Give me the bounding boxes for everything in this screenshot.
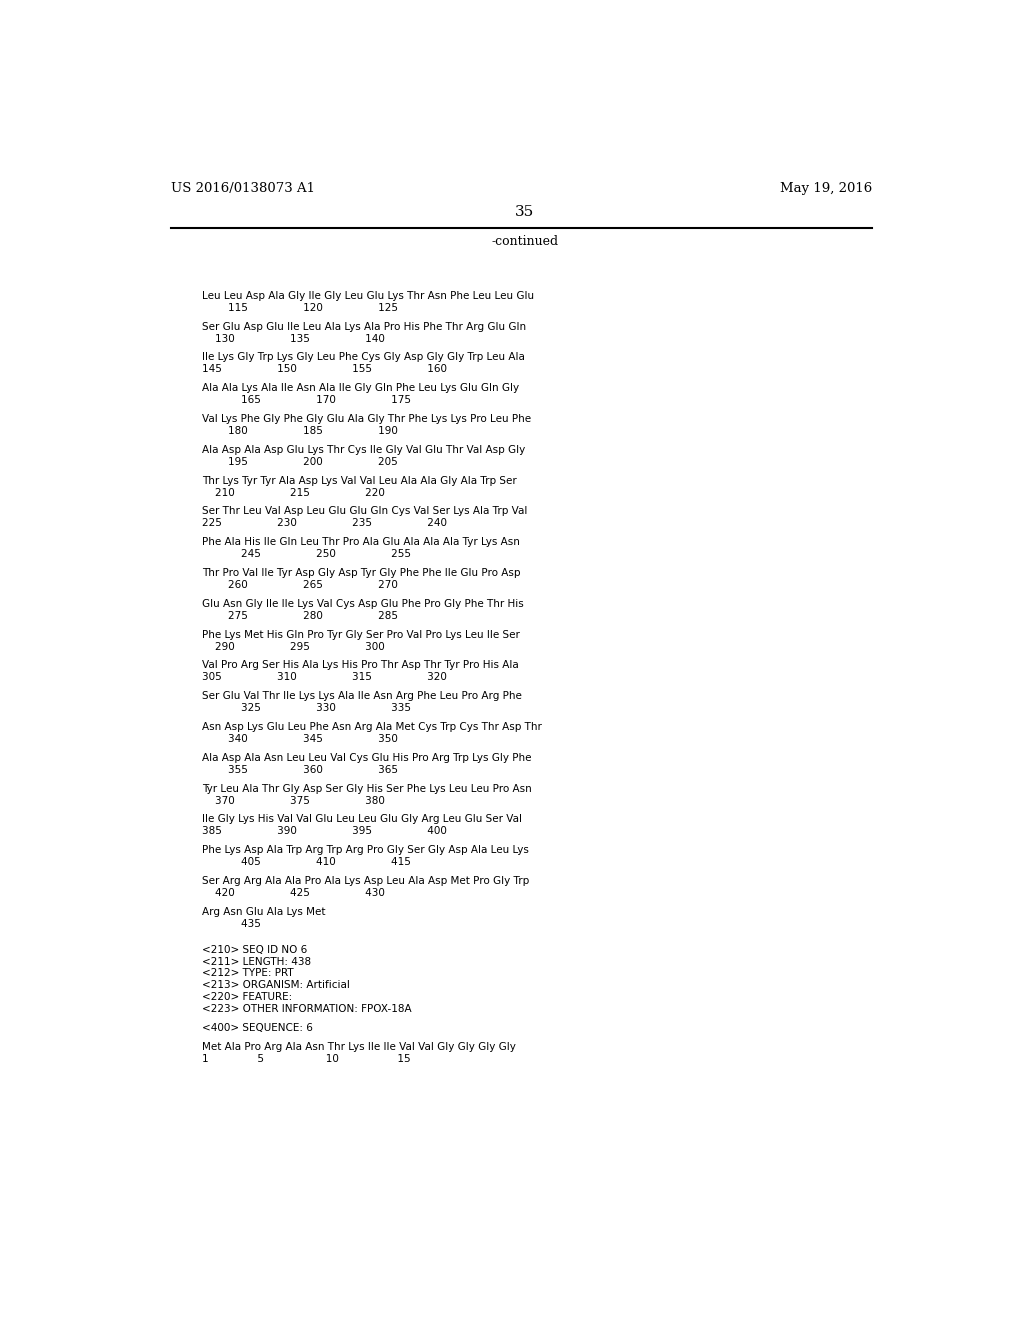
Text: 195                 200                 205: 195 200 205 (202, 457, 397, 467)
Text: 305                 310                 315                 320: 305 310 315 320 (202, 672, 446, 682)
Text: 370                 375                 380: 370 375 380 (202, 796, 384, 805)
Text: Glu Asn Gly Ile Ile Lys Val Cys Asp Glu Phe Pro Gly Phe Thr His: Glu Asn Gly Ile Ile Lys Val Cys Asp Glu … (202, 599, 523, 609)
Text: 260                 265                 270: 260 265 270 (202, 579, 397, 590)
Text: 180                 185                 190: 180 185 190 (202, 426, 397, 436)
Text: Val Lys Phe Gly Phe Gly Glu Ala Gly Thr Phe Lys Lys Pro Leu Phe: Val Lys Phe Gly Phe Gly Glu Ala Gly Thr … (202, 414, 530, 424)
Text: Thr Lys Tyr Tyr Ala Asp Lys Val Val Leu Ala Ala Gly Ala Trp Ser: Thr Lys Tyr Tyr Ala Asp Lys Val Val Leu … (202, 475, 516, 486)
Text: 435: 435 (202, 919, 260, 929)
Text: <223> OTHER INFORMATION: FPOX-18A: <223> OTHER INFORMATION: FPOX-18A (202, 1005, 412, 1014)
Text: 405                 410                 415: 405 410 415 (202, 857, 411, 867)
Text: 245                 250                 255: 245 250 255 (202, 549, 411, 560)
Text: 35: 35 (515, 205, 535, 219)
Text: Ala Asp Ala Asp Glu Lys Thr Cys Ile Gly Val Glu Thr Val Asp Gly: Ala Asp Ala Asp Glu Lys Thr Cys Ile Gly … (202, 445, 525, 455)
Text: 165                 170                 175: 165 170 175 (202, 395, 411, 405)
Text: 1               5                   10                  15: 1 5 10 15 (202, 1053, 411, 1064)
Text: Ala Ala Lys Ala Ile Asn Ala Ile Gly Gln Phe Leu Lys Glu Gln Gly: Ala Ala Lys Ala Ile Asn Ala Ile Gly Gln … (202, 383, 519, 393)
Text: 210                 215                 220: 210 215 220 (202, 487, 384, 498)
Text: <212> TYPE: PRT: <212> TYPE: PRT (202, 969, 293, 978)
Text: <210> SEQ ID NO 6: <210> SEQ ID NO 6 (202, 945, 307, 954)
Text: 275                 280                 285: 275 280 285 (202, 611, 397, 620)
Text: 325                 330                 335: 325 330 335 (202, 704, 411, 713)
Text: 340                 345                 350: 340 345 350 (202, 734, 397, 744)
Text: Ile Lys Gly Trp Lys Gly Leu Phe Cys Gly Asp Gly Gly Trp Leu Ala: Ile Lys Gly Trp Lys Gly Leu Phe Cys Gly … (202, 352, 524, 363)
Text: <220> FEATURE:: <220> FEATURE: (202, 993, 292, 1002)
Text: 115                 120                 125: 115 120 125 (202, 302, 397, 313)
Text: -continued: -continued (492, 235, 558, 248)
Text: 145                 150                 155                 160: 145 150 155 160 (202, 364, 446, 375)
Text: Arg Asn Glu Ala Lys Met: Arg Asn Glu Ala Lys Met (202, 907, 326, 917)
Text: 385                 390                 395                 400: 385 390 395 400 (202, 826, 446, 837)
Text: Phe Lys Asp Ala Trp Arg Trp Arg Pro Gly Ser Gly Asp Ala Leu Lys: Phe Lys Asp Ala Trp Arg Trp Arg Pro Gly … (202, 845, 528, 855)
Text: Phe Lys Met His Gln Pro Tyr Gly Ser Pro Val Pro Lys Leu Ile Ser: Phe Lys Met His Gln Pro Tyr Gly Ser Pro … (202, 630, 519, 640)
Text: 225                 230                 235                 240: 225 230 235 240 (202, 519, 446, 528)
Text: <400> SEQUENCE: 6: <400> SEQUENCE: 6 (202, 1023, 312, 1034)
Text: 290                 295                 300: 290 295 300 (202, 642, 384, 652)
Text: US 2016/0138073 A1: US 2016/0138073 A1 (171, 182, 314, 194)
Text: Phe Ala His Ile Gln Leu Thr Pro Ala Glu Ala Ala Ala Tyr Lys Asn: Phe Ala His Ile Gln Leu Thr Pro Ala Glu … (202, 537, 519, 548)
Text: Leu Leu Asp Ala Gly Ile Gly Leu Glu Lys Thr Asn Phe Leu Leu Glu: Leu Leu Asp Ala Gly Ile Gly Leu Glu Lys … (202, 290, 534, 301)
Text: Tyr Leu Ala Thr Gly Asp Ser Gly His Ser Phe Lys Leu Leu Pro Asn: Tyr Leu Ala Thr Gly Asp Ser Gly His Ser … (202, 784, 531, 793)
Text: May 19, 2016: May 19, 2016 (779, 182, 872, 194)
Text: Ser Glu Val Thr Ile Lys Lys Ala Ile Asn Arg Phe Leu Pro Arg Phe: Ser Glu Val Thr Ile Lys Lys Ala Ile Asn … (202, 692, 521, 701)
Text: <211> LENGTH: 438: <211> LENGTH: 438 (202, 957, 310, 966)
Text: Val Pro Arg Ser His Ala Lys His Pro Thr Asp Thr Tyr Pro His Ala: Val Pro Arg Ser His Ala Lys His Pro Thr … (202, 660, 518, 671)
Text: Ser Arg Arg Ala Ala Pro Ala Lys Asp Leu Ala Asp Met Pro Gly Trp: Ser Arg Arg Ala Ala Pro Ala Lys Asp Leu … (202, 876, 528, 886)
Text: Ala Asp Ala Asn Leu Leu Val Cys Glu His Pro Arg Trp Lys Gly Phe: Ala Asp Ala Asn Leu Leu Val Cys Glu His … (202, 752, 531, 763)
Text: Met Ala Pro Arg Ala Asn Thr Lys Ile Ile Val Val Gly Gly Gly Gly: Met Ala Pro Arg Ala Asn Thr Lys Ile Ile … (202, 1041, 515, 1052)
Text: Ile Gly Lys His Val Val Glu Leu Leu Glu Gly Arg Leu Glu Ser Val: Ile Gly Lys His Val Val Glu Leu Leu Glu … (202, 814, 521, 825)
Text: <213> ORGANISM: Artificial: <213> ORGANISM: Artificial (202, 981, 349, 990)
Text: 420                 425                 430: 420 425 430 (202, 888, 384, 898)
Text: 130                 135                 140: 130 135 140 (202, 334, 384, 343)
Text: 355                 360                 365: 355 360 365 (202, 764, 397, 775)
Text: Ser Thr Leu Val Asp Leu Glu Glu Gln Cys Val Ser Lys Ala Trp Val: Ser Thr Leu Val Asp Leu Glu Glu Gln Cys … (202, 507, 527, 516)
Text: Thr Pro Val Ile Tyr Asp Gly Asp Tyr Gly Phe Phe Ile Glu Pro Asp: Thr Pro Val Ile Tyr Asp Gly Asp Tyr Gly … (202, 568, 520, 578)
Text: Ser Glu Asp Glu Ile Leu Ala Lys Ala Pro His Phe Thr Arg Glu Gln: Ser Glu Asp Glu Ile Leu Ala Lys Ala Pro … (202, 322, 525, 331)
Text: Asn Asp Lys Glu Leu Phe Asn Arg Ala Met Cys Trp Cys Thr Asp Thr: Asn Asp Lys Glu Leu Phe Asn Arg Ala Met … (202, 722, 542, 733)
